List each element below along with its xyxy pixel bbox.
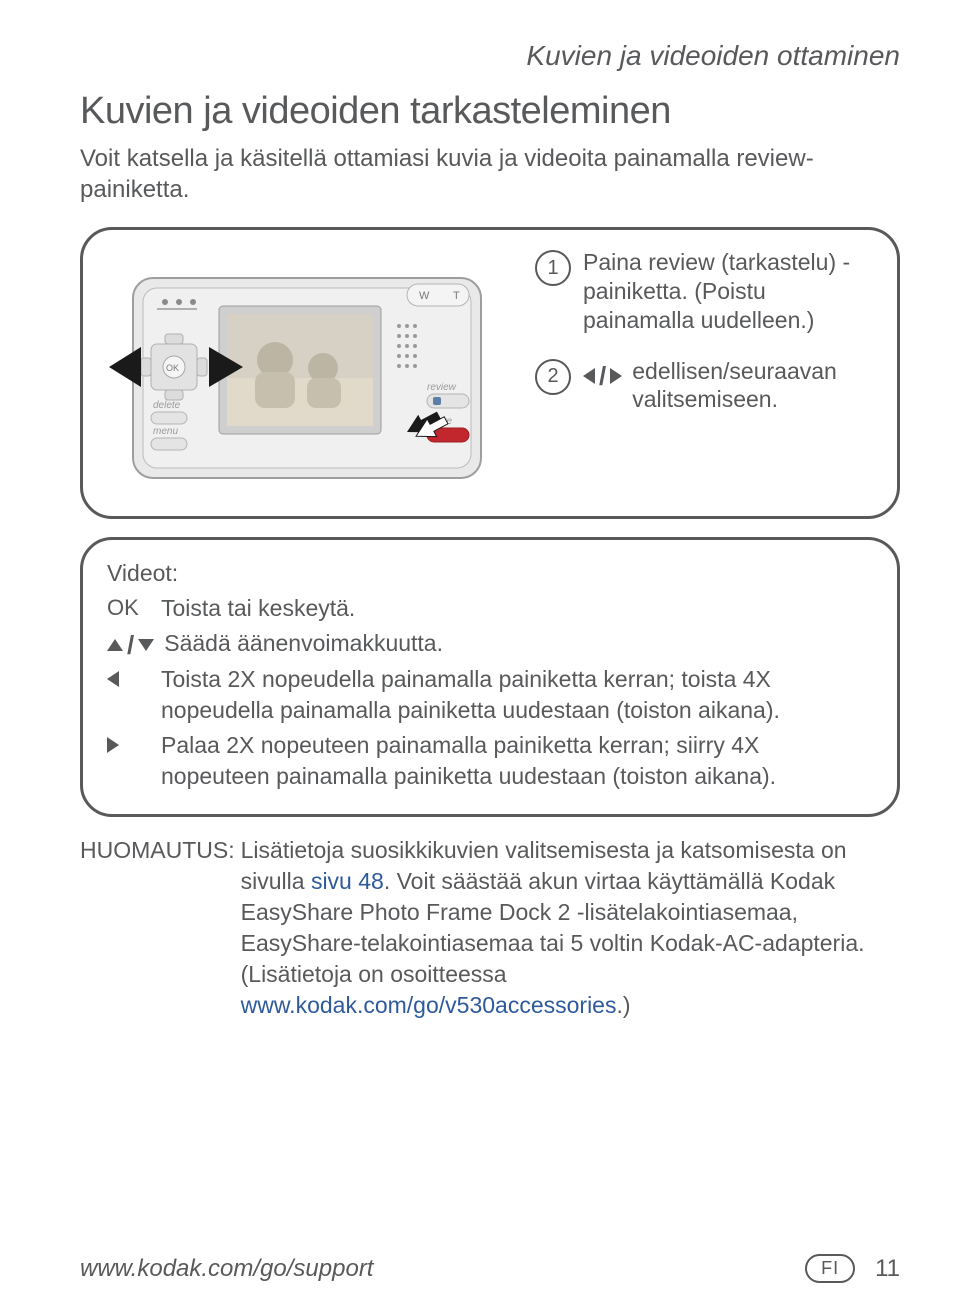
- videos-ok-row: OK Toista tai keskeytä.: [107, 593, 873, 624]
- note-block: HUOMAUTUS: Lisätietoja suosikkikuvien va…: [80, 835, 900, 1021]
- steps-box: W T OK delete menu: [80, 227, 900, 519]
- page-number: 11: [875, 1255, 900, 1283]
- intro-text: Voit katsella ja käsitellä ottamiasi kuv…: [80, 143, 900, 205]
- step-1-number: 1: [535, 250, 571, 286]
- left-right-arrows-icon: /: [583, 363, 622, 389]
- note-label: HUOMAUTUS:: [80, 835, 235, 1021]
- step-1: 1 Paina review (tarkastelu) -painiketta.…: [535, 248, 873, 334]
- section-header: Kuvien ja videoiden ottaminen: [80, 40, 900, 72]
- step-2-text: edellisen/seuraavan valitsemiseen.: [632, 357, 873, 415]
- videos-box: Videot: OK Toista tai keskeytä. / Säädä …: [80, 537, 900, 816]
- step-2-number: 2: [535, 359, 571, 395]
- step-1-text: Paina review (tarkastelu) -painiketta. (…: [583, 248, 873, 334]
- videos-heading: Videot:: [107, 558, 873, 589]
- steps-side: 1 Paina review (tarkastelu) -painiketta.…: [535, 248, 873, 436]
- language-pill: FI: [805, 1254, 855, 1283]
- page-footer: www.kodak.com/go/support FI 11: [80, 1254, 900, 1283]
- videos-forward-row: Palaa 2X nopeuteen painamalla painiketta…: [107, 730, 873, 792]
- note-link-url[interactable]: www.kodak.com/go/v530accessories: [241, 992, 617, 1018]
- left-arrow-icon: [107, 671, 119, 687]
- step-2: 2 / edellisen/seuraavan valitsemiseen.: [535, 357, 873, 415]
- zoom-w-label: W: [419, 290, 430, 302]
- note-link-page[interactable]: sivu 48: [311, 868, 384, 894]
- videos-rewind-row: Toista 2X nopeudella painamalla painiket…: [107, 664, 873, 726]
- videos-volume-text: Säädä äänenvoimakkuutta.: [164, 628, 873, 659]
- up-down-arrows-icon: /: [107, 632, 154, 658]
- menu-label: menu: [153, 426, 178, 437]
- camera-illustration: W T OK delete menu: [107, 248, 507, 498]
- note-text-3: .): [616, 992, 630, 1018]
- videos-forward-text: Palaa 2X nopeuteen painamalla painiketta…: [161, 730, 873, 792]
- footer-url: www.kodak.com/go/support: [80, 1255, 373, 1283]
- videos-volume-row: / Säädä äänenvoimakkuutta.: [107, 628, 873, 659]
- note-body: Lisätietoja suosikkikuvien valitsemisest…: [241, 835, 900, 1021]
- videos-ok-text: Toista tai keskeytä.: [161, 593, 873, 624]
- ok-button-label: OK: [166, 363, 179, 373]
- right-arrow-icon: [107, 737, 119, 753]
- videos-rewind-text: Toista 2X nopeudella painamalla painiket…: [161, 664, 873, 726]
- ok-key-label: OK: [107, 593, 151, 623]
- delete-label: delete: [153, 400, 181, 411]
- review-label: review: [427, 382, 457, 393]
- zoom-t-label: T: [453, 290, 460, 302]
- page-title: Kuvien ja videoiden tarkasteleminen: [80, 90, 900, 133]
